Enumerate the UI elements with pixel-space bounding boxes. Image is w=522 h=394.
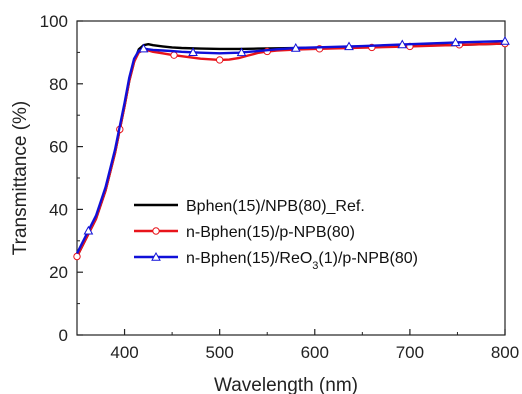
series-3-marker <box>397 39 408 49</box>
legend-label-text: Bphen(15)/NPB(80)_Ref. <box>186 198 365 215</box>
y-tick-label: 60 <box>49 138 68 157</box>
legend-label-text: n-Bphen(15)/ReO <box>186 250 312 267</box>
y-tick-label: 80 <box>49 75 68 94</box>
series-2-marker <box>170 51 178 59</box>
series-3-marker <box>500 36 510 45</box>
x-tick-label: 700 <box>396 343 424 362</box>
y-tick-label: 40 <box>49 200 68 219</box>
x-tick-label: 800 <box>491 343 519 362</box>
y-tick-label: 100 <box>40 12 68 31</box>
series-3-marker <box>188 47 198 57</box>
series-3-marker <box>138 43 149 53</box>
x-tick-label: 600 <box>301 343 329 362</box>
series-3-marker <box>83 225 94 235</box>
legend-label-2: n-Bphen(15)/p-NPB(80) <box>186 224 355 241</box>
y-axis: 0 20 40 60 80 100 <box>40 12 83 345</box>
legend-label-1: Bphen(15)/NPB(80)_Ref. <box>186 198 365 215</box>
legend: Bphen(15)/NPB(80)_Ref. n-Bphen(15)/p-NPB(… <box>134 198 418 272</box>
series-3-marker <box>450 37 461 47</box>
plot-border <box>76 20 506 336</box>
legend-label-3: n-Bphen(15)/ReO3(1)/p-NPB(80) <box>186 250 418 272</box>
x-tick-label: 500 <box>205 343 233 362</box>
legend-label-subscript: 3 <box>312 260 318 272</box>
y-tick-label: 0 <box>59 326 68 345</box>
series-layer <box>73 36 510 261</box>
legend-marker-2 <box>152 227 160 235</box>
series-3-marker <box>344 41 354 51</box>
x-axis-title: Wavelength (nm) <box>214 375 358 394</box>
x-tick-label: 400 <box>110 343 138 362</box>
series-2-marker <box>215 56 224 64</box>
x-axis: 400 500 600 700 800 <box>76 329 519 362</box>
y-tick-label: 20 <box>49 263 68 282</box>
legend-marker-3 <box>151 251 161 261</box>
series-group-3 <box>75 36 510 254</box>
series-3-marker <box>290 42 301 52</box>
legend-label-tail: (1)/p-NPB(80) <box>318 250 418 267</box>
series-3-marker <box>236 47 247 57</box>
legend-label-text: n-Bphen(15)/p-NPB(80) <box>186 224 355 241</box>
series-line-3 <box>75 39 506 254</box>
series-2-marker <box>73 252 81 261</box>
plot-frame <box>76 20 506 336</box>
y-axis-title: Transmittance (%) <box>10 101 31 256</box>
